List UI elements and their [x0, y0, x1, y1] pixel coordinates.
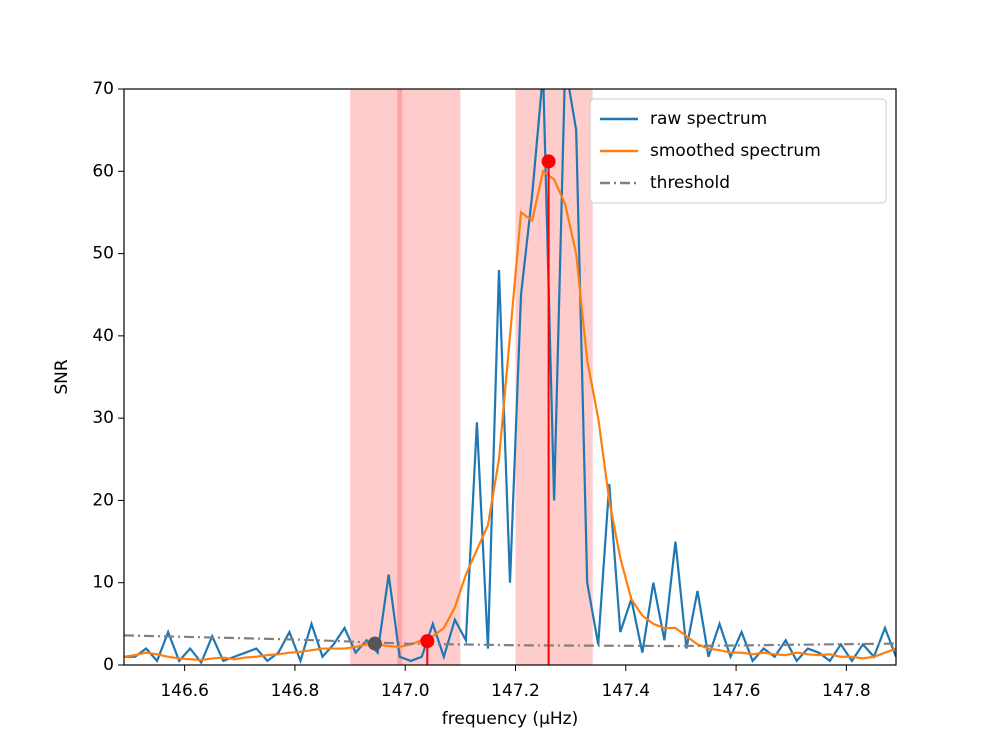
- highlight-span: [515, 89, 593, 665]
- x-tick-label: 147.4: [601, 681, 650, 701]
- x-tick-label: 147.2: [491, 681, 540, 701]
- legend-label: threshold: [650, 173, 730, 193]
- series-line: [124, 634, 896, 648]
- series-line: [124, 89, 896, 665]
- series-line: [124, 169, 896, 662]
- legend-box: [589, 98, 887, 204]
- x-tick-label: 146.8: [271, 681, 320, 701]
- axes-frame: [123, 88, 897, 666]
- x-tick-label: 147.0: [381, 681, 430, 701]
- y-tick-label: 30: [92, 408, 114, 428]
- peak-marker: [420, 634, 435, 649]
- highlight-span: [350, 89, 461, 665]
- x-tick-label: 147.6: [712, 681, 761, 701]
- y-tick-label: 20: [92, 490, 114, 510]
- legend-label: smoothed spectrum: [650, 141, 821, 161]
- y-axis-label: SNR: [52, 359, 72, 395]
- x-tick-label: 146.6: [160, 681, 209, 701]
- y-tick-label: 70: [92, 79, 114, 99]
- y-tick-label: 60: [92, 161, 114, 181]
- y-tick-label: 10: [92, 573, 114, 593]
- y-tick-label: 40: [92, 326, 114, 346]
- peak-marker: [541, 154, 556, 169]
- y-tick-label: 50: [92, 244, 114, 264]
- x-tick-label: 147.8: [822, 681, 871, 701]
- legend-label: raw spectrum: [650, 109, 767, 129]
- x-axis-label: frequency (μHz): [442, 709, 578, 729]
- y-tick-label: 0: [103, 655, 114, 675]
- plot-area: [124, 89, 896, 665]
- peak-marker: [367, 636, 382, 651]
